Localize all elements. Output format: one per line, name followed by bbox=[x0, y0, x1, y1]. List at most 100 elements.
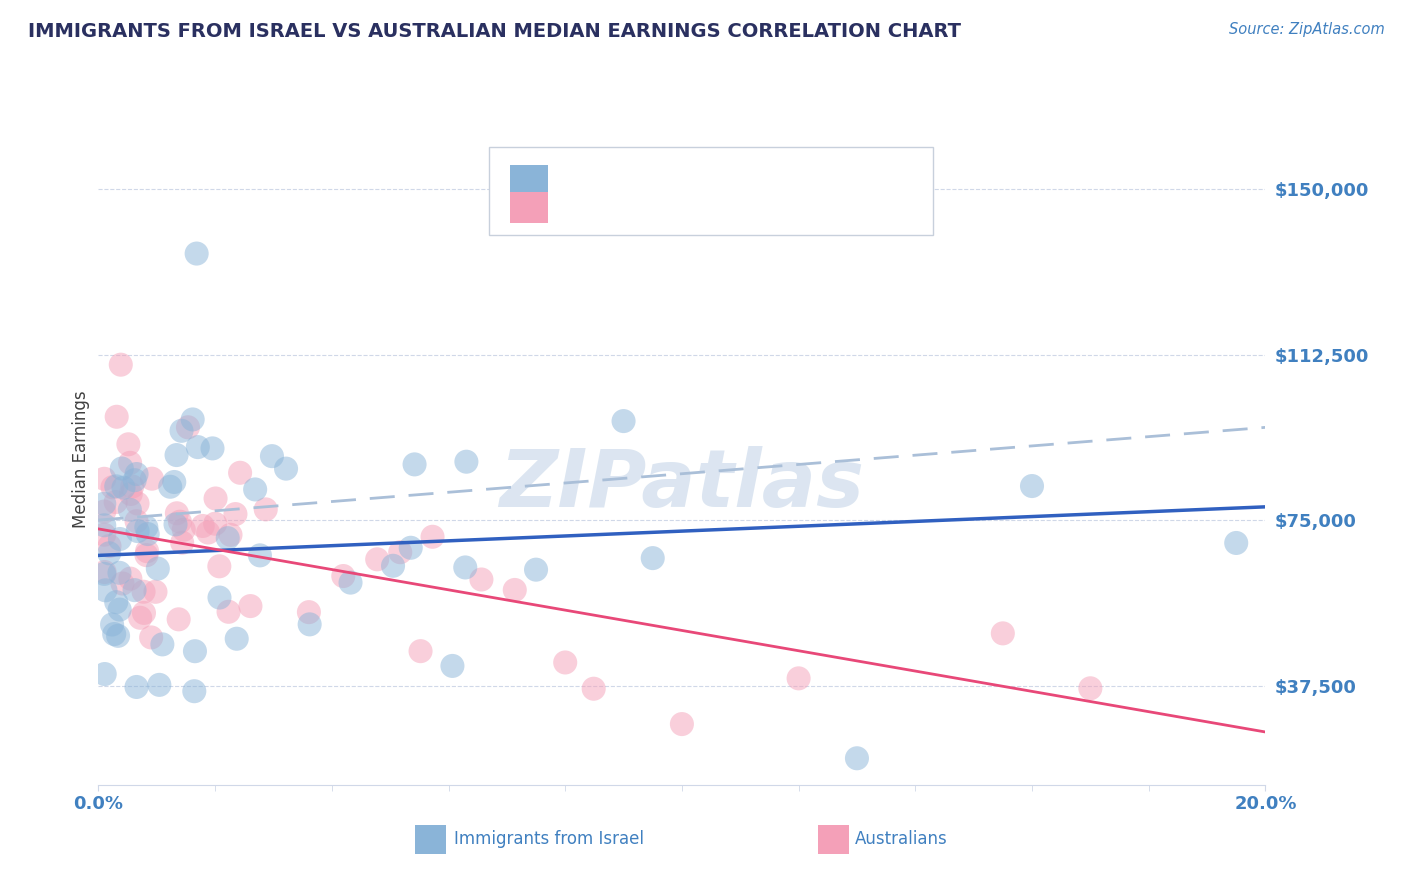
Point bbox=[173, 523, 195, 537]
Point bbox=[125, 680, 148, 694]
Point bbox=[110, 358, 132, 372]
Point bbox=[121, 479, 143, 493]
Point bbox=[274, 461, 297, 475]
Point bbox=[124, 473, 146, 487]
Point bbox=[389, 545, 412, 559]
Point bbox=[104, 495, 127, 509]
Point bbox=[169, 515, 191, 529]
Point bbox=[93, 527, 115, 541]
Point bbox=[671, 717, 693, 731]
Point bbox=[163, 475, 186, 489]
FancyBboxPatch shape bbox=[510, 165, 548, 196]
Point bbox=[456, 455, 478, 469]
Point bbox=[181, 412, 204, 426]
Point bbox=[191, 519, 214, 533]
Point bbox=[107, 629, 129, 643]
Point bbox=[135, 520, 157, 534]
Point bbox=[136, 544, 159, 558]
Point bbox=[93, 497, 115, 511]
Point bbox=[93, 667, 115, 681]
Point bbox=[93, 472, 115, 486]
Point bbox=[150, 637, 173, 651]
Point bbox=[132, 606, 155, 620]
Point bbox=[243, 483, 266, 497]
Point bbox=[159, 480, 181, 494]
Point bbox=[298, 605, 321, 619]
Point bbox=[441, 659, 464, 673]
Point bbox=[503, 582, 526, 597]
Point bbox=[93, 505, 115, 519]
Point bbox=[554, 656, 576, 670]
Text: IMMIGRANTS FROM ISRAEL VS AUSTRALIAN MEDIAN EARNINGS CORRELATION CHART: IMMIGRANTS FROM ISRAEL VS AUSTRALIAN MED… bbox=[28, 22, 962, 41]
Point bbox=[1021, 479, 1043, 493]
Point bbox=[120, 487, 142, 501]
Point bbox=[93, 566, 115, 581]
Point bbox=[167, 612, 190, 626]
Point bbox=[399, 541, 422, 555]
Point bbox=[197, 525, 219, 540]
Point bbox=[120, 456, 142, 470]
Point bbox=[582, 681, 605, 696]
Point bbox=[111, 576, 134, 591]
Point bbox=[93, 565, 115, 579]
Point bbox=[260, 449, 283, 463]
Point bbox=[136, 527, 159, 541]
Text: ZIPatlas: ZIPatlas bbox=[499, 446, 865, 524]
Point bbox=[366, 552, 388, 566]
Point bbox=[229, 466, 252, 480]
Point bbox=[254, 502, 277, 516]
Point bbox=[470, 573, 492, 587]
Point bbox=[117, 437, 139, 451]
Point bbox=[108, 532, 131, 546]
Point bbox=[108, 602, 131, 616]
Point bbox=[409, 644, 432, 658]
Point bbox=[170, 424, 193, 438]
Point bbox=[165, 517, 187, 532]
Point bbox=[422, 530, 444, 544]
Point bbox=[172, 535, 194, 549]
Point bbox=[224, 507, 246, 521]
Point bbox=[111, 461, 134, 475]
Point bbox=[103, 627, 125, 641]
Point bbox=[249, 549, 271, 563]
Point bbox=[204, 491, 226, 506]
Point bbox=[186, 246, 208, 260]
Point bbox=[204, 516, 226, 531]
Point bbox=[166, 506, 188, 520]
Point bbox=[101, 480, 124, 494]
Point bbox=[177, 420, 200, 434]
Point bbox=[124, 583, 146, 598]
Point bbox=[612, 414, 634, 428]
Point bbox=[105, 479, 128, 493]
Point bbox=[218, 605, 240, 619]
Point bbox=[125, 467, 148, 481]
Point bbox=[93, 518, 115, 533]
Point bbox=[183, 684, 205, 698]
Point bbox=[127, 524, 149, 538]
Point bbox=[127, 496, 149, 510]
Point bbox=[217, 531, 239, 545]
Point bbox=[101, 617, 124, 632]
Point bbox=[225, 632, 247, 646]
Point bbox=[98, 546, 121, 560]
Point bbox=[524, 563, 547, 577]
Point bbox=[1225, 791, 1247, 805]
Point bbox=[105, 409, 128, 424]
Point bbox=[148, 678, 170, 692]
Point bbox=[339, 575, 361, 590]
Text: Immigrants from Israel: Immigrants from Israel bbox=[454, 830, 644, 848]
Point bbox=[201, 442, 224, 456]
Point bbox=[454, 560, 477, 574]
Point bbox=[382, 558, 405, 573]
Point bbox=[98, 539, 121, 553]
Point bbox=[845, 751, 868, 765]
FancyBboxPatch shape bbox=[489, 147, 932, 235]
Point bbox=[641, 551, 664, 566]
Point bbox=[184, 644, 207, 658]
Point bbox=[141, 631, 163, 645]
Point bbox=[108, 566, 131, 580]
Point bbox=[208, 559, 231, 574]
Point bbox=[145, 584, 167, 599]
Point bbox=[129, 611, 152, 625]
Text: R = -0.447   N = 57: R = -0.447 N = 57 bbox=[567, 198, 773, 217]
